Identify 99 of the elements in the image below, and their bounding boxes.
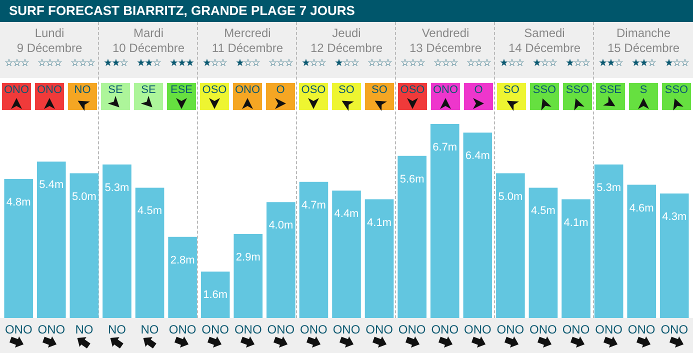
- text: ★☆☆: [664, 58, 690, 69]
- text: ★★☆: [136, 58, 162, 69]
- x-tick-label: ONO: [398, 322, 426, 337]
- text: 10 Décembre: [111, 41, 186, 55]
- text: ESE: [169, 84, 194, 97]
- data-label: 1.6m: [203, 289, 228, 302]
- text: ★☆☆: [202, 58, 228, 69]
- text: ONO: [432, 84, 460, 97]
- text: 14 Décembre: [507, 41, 582, 55]
- text: ONO: [2, 84, 30, 97]
- text: SSO: [664, 84, 690, 97]
- data-label: 2.9m: [236, 252, 260, 264]
- x-tick-label: ONO: [4, 322, 32, 337]
- text: S: [638, 84, 648, 97]
- text: SO: [502, 84, 520, 97]
- data-label: 5.3m: [104, 182, 130, 194]
- text: Lundi: [34, 26, 66, 40]
- text: Mercredi: [223, 26, 272, 40]
- text: O: [473, 84, 484, 97]
- text: 11 Décembre: [210, 41, 284, 55]
- data-label: 6.4m: [465, 150, 490, 162]
- text: ☆☆☆: [466, 58, 492, 69]
- x-tick-label: ONO: [300, 322, 328, 337]
- text: ONO: [234, 84, 262, 97]
- data-label: 5.0m: [72, 190, 96, 203]
- text: ☆☆☆: [70, 58, 96, 69]
- text: SE: [140, 84, 157, 97]
- text: ★★☆: [598, 58, 624, 69]
- text: 12 Décembre: [309, 41, 384, 55]
- text: ☆☆☆: [4, 58, 30, 69]
- x-tick-label: ONO: [562, 322, 590, 337]
- text: Dimanche: [615, 26, 672, 40]
- text: ★★☆: [102, 58, 128, 69]
- chart-title: SURF FORECAST BIARRITZ, GRANDE PLAGE 7 JOURS: [0, 0, 693, 22]
- x-tick-label: ONO: [530, 322, 557, 337]
- x-tick-label: NO: [140, 322, 159, 337]
- x-tick-label: ONO: [168, 322, 196, 337]
- text: Mardi: [132, 26, 164, 40]
- data-label: 5.4m: [39, 179, 64, 192]
- text: 9 Décembre: [16, 41, 84, 55]
- x-tick-label: ONO: [234, 322, 262, 337]
- data-label: 4.6m: [629, 202, 654, 214]
- x-tick-label: ONO: [38, 322, 66, 337]
- data-label: 4.1m: [367, 216, 392, 229]
- x-tick-label: ONO: [366, 322, 393, 337]
- text: SSO: [532, 84, 558, 97]
- text: 13 Décembre: [408, 41, 483, 55]
- x-tick-label: ONO: [496, 322, 524, 337]
- data-label: 4.1m: [564, 216, 588, 229]
- text: SSO: [564, 84, 590, 97]
- text: ★★☆: [630, 58, 656, 69]
- text: NO: [73, 84, 92, 97]
- text: Jeudi: [331, 26, 362, 40]
- data-label: 4.8m: [6, 196, 31, 209]
- text: ☆☆☆: [400, 58, 426, 69]
- data-label: 4.5m: [138, 205, 162, 218]
- text: ☆☆☆: [366, 58, 392, 69]
- x-tick-label: ONO: [267, 322, 295, 337]
- text: Vendredi: [420, 26, 470, 40]
- text: ★☆☆: [564, 58, 590, 69]
- data-label: 2.8m: [170, 254, 195, 266]
- x-tick-label: ONO: [332, 322, 360, 337]
- x-tick-label: ONO: [595, 322, 622, 337]
- text: ★★★: [168, 58, 194, 69]
- data-label: 4.7m: [301, 199, 326, 212]
- text: ☆☆☆: [36, 58, 62, 69]
- text: ★☆☆: [234, 58, 260, 69]
- text: ★☆☆: [300, 58, 326, 69]
- data-label: 4.3m: [662, 211, 687, 224]
- x-tick-label: ONO: [431, 322, 459, 337]
- data-label: 5.0m: [498, 190, 523, 203]
- x-tick-label: ONO: [660, 322, 688, 337]
- text: OSO: [399, 84, 426, 97]
- data-label: 4.5m: [530, 205, 556, 218]
- text: ☆☆☆: [268, 58, 294, 69]
- text: ★☆☆: [498, 58, 524, 69]
- text: Samedi: [523, 26, 566, 40]
- data-label: 6.7m: [432, 142, 458, 154]
- text: SSE: [598, 84, 622, 97]
- text: SO: [338, 84, 356, 97]
- text: 15 Décembre: [606, 41, 681, 55]
- x-tick-label: ONO: [202, 322, 230, 337]
- x-tick-label: NO: [108, 322, 126, 337]
- text: O: [275, 84, 286, 97]
- text: OSO: [201, 84, 228, 97]
- data-label: 5.3m: [596, 182, 622, 194]
- text: SO: [370, 84, 388, 97]
- text: ONO: [36, 84, 64, 97]
- x-tick-label: NO: [75, 322, 94, 337]
- text: ★☆☆: [334, 58, 360, 69]
- text: SE: [107, 84, 124, 97]
- text: OSO: [300, 84, 327, 97]
- data-label: 4.4m: [334, 208, 359, 220]
- data-label: 4.0m: [268, 220, 294, 232]
- x-tick-label: ONO: [464, 322, 492, 337]
- data-label: 5.6m: [400, 173, 424, 186]
- text: ☆☆☆: [432, 58, 458, 69]
- text: ★☆☆: [532, 58, 558, 69]
- x-tick-label: ONO: [628, 322, 656, 337]
